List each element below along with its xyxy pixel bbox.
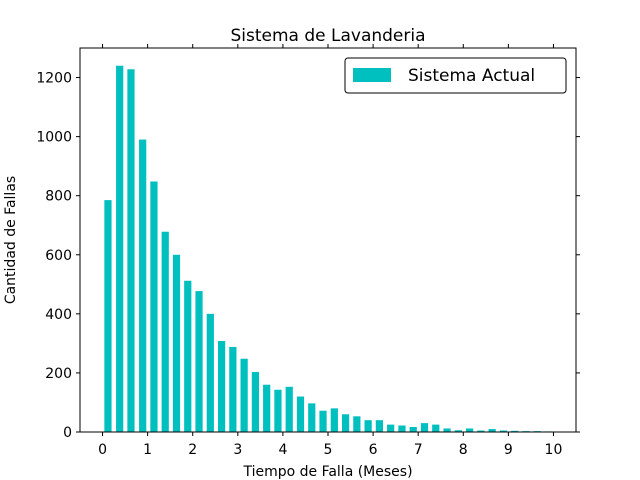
- bar: [319, 410, 327, 432]
- legend-swatch: [353, 68, 391, 82]
- bar: [375, 420, 384, 432]
- x-tick-label: 7: [414, 442, 423, 458]
- bar: [409, 426, 417, 432]
- x-tick-label: 0: [98, 442, 107, 458]
- bar: [499, 430, 508, 432]
- bar: [116, 65, 124, 432]
- x-tick-label: 4: [278, 442, 287, 458]
- bar: [263, 384, 271, 432]
- bar: [477, 430, 485, 432]
- bar: [488, 429, 496, 432]
- x-tick-label: 8: [459, 442, 468, 458]
- bar: [330, 408, 338, 432]
- bar: [511, 430, 519, 432]
- x-axis-ticks: 0 1 2 3 4 5 6 7 8 9 10: [98, 44, 562, 458]
- bars-group: [104, 65, 553, 433]
- bar: [285, 386, 293, 432]
- bar: [432, 424, 440, 432]
- legend-label: Sistema Actual: [408, 66, 535, 86]
- bar: [387, 424, 395, 432]
- bar: [172, 254, 181, 432]
- chart-title: Sistema de Lavanderia: [230, 26, 425, 46]
- bar: [217, 341, 226, 432]
- legend-box: [344, 57, 567, 94]
- bar: [251, 372, 260, 432]
- bar: [206, 313, 214, 432]
- bar: [274, 389, 282, 432]
- y-tick-label: 400: [45, 307, 72, 323]
- bar: [104, 200, 112, 432]
- bar: [364, 420, 372, 432]
- y-tick-label: 600: [45, 248, 72, 264]
- y-tick-label: 1000: [36, 130, 72, 146]
- y-tick-label: 1200: [36, 71, 72, 87]
- bar: [184, 280, 192, 432]
- x-tick-label: 10: [545, 442, 563, 458]
- bar: [127, 69, 135, 433]
- bar: [353, 416, 361, 432]
- y-axis-label: Cantidad de Fallas: [3, 176, 19, 304]
- bar: [296, 396, 305, 432]
- x-tick-label: 1: [143, 442, 152, 458]
- x-axis-label: Tiempo de Falla (Meses): [242, 464, 412, 480]
- bar: [161, 231, 169, 432]
- y-tick-label: 200: [45, 366, 72, 382]
- bar: [420, 423, 429, 432]
- bar: [465, 428, 474, 432]
- bar: [308, 403, 316, 432]
- x-tick-label: 6: [369, 442, 378, 458]
- bar: [341, 414, 350, 432]
- y-tick-label: 800: [45, 189, 72, 205]
- bar: [240, 358, 248, 432]
- bar: [398, 425, 406, 432]
- bar: [454, 430, 462, 432]
- bar: [229, 346, 237, 432]
- x-tick-label: 5: [324, 442, 333, 458]
- x-tick-label: 9: [504, 442, 513, 458]
- bar: [443, 428, 451, 432]
- bar: [139, 139, 147, 432]
- bar: [195, 291, 203, 432]
- bar: [150, 181, 158, 432]
- y-axis-ticks: 0 200 400 600 800 1000 1200: [36, 71, 580, 441]
- x-tick-label: 3: [233, 442, 242, 458]
- legend: Sistema Actual: [344, 57, 567, 94]
- y-tick-label: 0: [63, 425, 72, 441]
- x-tick-label: 2: [188, 442, 197, 458]
